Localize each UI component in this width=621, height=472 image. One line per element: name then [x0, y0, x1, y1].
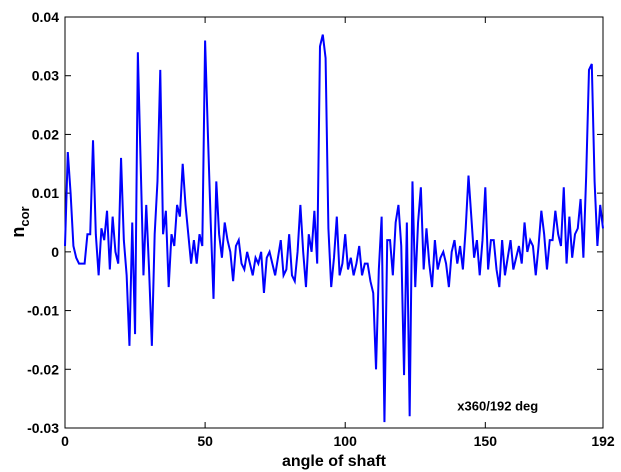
- y-tick-label: 0: [51, 244, 59, 260]
- x-tick-label: 100: [334, 433, 358, 449]
- data-line: [64, 34, 604, 423]
- x-tick-label: 192: [591, 433, 615, 449]
- x-axis-label: angle of shaft: [282, 453, 387, 470]
- y-tick-label: 0.01: [32, 185, 59, 201]
- x-tick-label: 50: [197, 433, 213, 449]
- y-axis-label: ncor: [8, 206, 32, 237]
- y-tick-label: -0.02: [27, 361, 59, 377]
- y-axis-label-main: n: [8, 227, 28, 238]
- x-tick-label: 150: [474, 433, 498, 449]
- y-tick-label: 0.02: [32, 126, 59, 142]
- y-tick-label: -0.03: [27, 420, 59, 436]
- y-tick-label: 0.04: [32, 9, 59, 25]
- y-tick-label: 0.03: [32, 68, 59, 84]
- annotation: x360/192 deg: [457, 398, 538, 413]
- y-axis-label-sub: cor: [17, 206, 32, 226]
- x-tick-label: 0: [61, 433, 69, 449]
- y-tick-label: -0.01: [27, 303, 59, 319]
